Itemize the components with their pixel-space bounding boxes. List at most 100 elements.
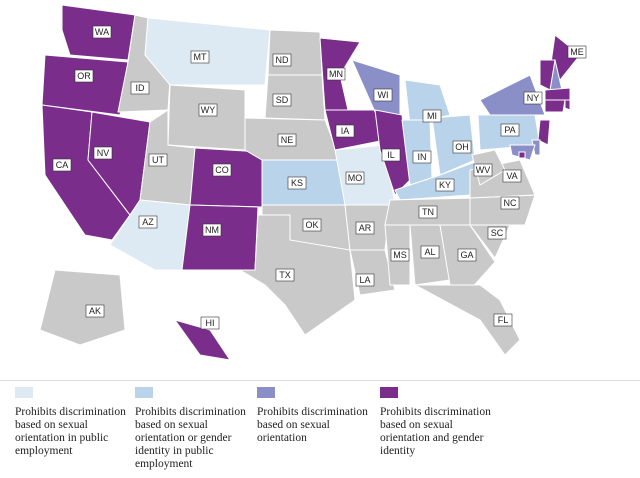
label-box (148, 153, 168, 167)
state-label: MO (345, 171, 365, 185)
label-box (589, 189, 607, 201)
legend-swatch (257, 387, 275, 398)
label-box (272, 93, 292, 107)
state-code: NM (205, 225, 219, 235)
state-label: DE (589, 205, 607, 217)
state-code: NH (529, 28, 542, 38)
state-code: MT (194, 52, 207, 62)
label-box (589, 174, 607, 186)
state-code: TX (279, 270, 291, 280)
state-shape (537, 119, 551, 146)
label-box (200, 316, 220, 330)
state-code: OK (305, 220, 318, 230)
state-label: OK (302, 218, 322, 232)
label-box (390, 248, 410, 262)
label-box (92, 25, 112, 39)
state-label: GA (457, 248, 477, 262)
state-label: NV (93, 146, 113, 160)
state-label: KY (435, 178, 455, 192)
state-label: VT (526, 43, 544, 55)
state-code: DC (592, 237, 605, 247)
state-code: FL (498, 315, 509, 325)
label-box (418, 205, 438, 219)
label-box (373, 88, 393, 102)
label-box (74, 69, 94, 83)
state-shape (518, 151, 526, 159)
state-code: AR (359, 223, 372, 233)
state-label: LA (355, 273, 375, 287)
state-code: NC (504, 198, 517, 208)
label-box (52, 158, 72, 172)
state-label: MA (589, 142, 607, 154)
state-shape (531, 139, 541, 156)
state-label: CA (52, 158, 72, 172)
label-box (589, 142, 607, 154)
state-label: NE (277, 133, 297, 147)
state-shape (173, 319, 232, 361)
state-code: AZ (142, 217, 154, 227)
state-shape (41, 54, 129, 116)
state-code: AL (424, 247, 435, 257)
legend-label: Prohibits discrimination based on sexual… (15, 406, 126, 457)
state-shape (544, 99, 566, 113)
state-code: WY (201, 105, 216, 115)
state-label: DC (589, 236, 607, 248)
legend-item: Prohibits discrimination based on sexual… (135, 387, 247, 471)
label-box (589, 236, 607, 248)
state-label: IA (335, 124, 355, 138)
state-code: NE (281, 135, 294, 145)
state-label: WY (198, 103, 218, 117)
state-label: TX (275, 268, 295, 282)
state-label: MN (326, 67, 346, 81)
state-code: RI (594, 159, 603, 169)
state-label: VA (502, 169, 522, 183)
label-box (526, 43, 544, 55)
state-label: AR (355, 221, 375, 235)
state-code: NY (527, 93, 540, 103)
label-box (473, 163, 493, 177)
label-box (326, 67, 346, 81)
state-label: ME (567, 45, 587, 59)
state-shape (238, 214, 356, 336)
label-box (567, 45, 587, 59)
state-shape (181, 204, 259, 271)
state-label: ID (130, 81, 150, 95)
state-code: PA (504, 125, 515, 135)
state-code: IA (341, 126, 350, 136)
state-label: CO (212, 163, 232, 177)
state-label: WV (473, 163, 493, 177)
label-box (277, 133, 297, 147)
state-label: MD (589, 221, 607, 233)
state-code: CT (592, 175, 604, 185)
label-box (523, 91, 543, 105)
state-code: DE (592, 206, 605, 216)
state-label: RI (589, 158, 607, 170)
state-code: VA (506, 171, 517, 181)
state-code: ME (570, 47, 584, 57)
state-code: OR (77, 71, 91, 81)
state-code: ND (276, 55, 289, 65)
legend-label: Prohibits discrimination based on sexual… (257, 406, 368, 444)
label-box (502, 169, 522, 183)
state-code: AK (89, 306, 101, 316)
state-shape (544, 87, 571, 101)
state-code: WV (476, 165, 491, 175)
state-label: OR (74, 69, 94, 83)
state-label: NH (526, 27, 544, 39)
legend: Prohibits discrimination based on sexual… (0, 380, 640, 478)
legend-item: Prohibits discrimination based on sexual… (257, 387, 369, 445)
state-label: NM (202, 223, 222, 237)
state-code: TN (422, 207, 434, 217)
label-box (526, 27, 544, 39)
state-label: WA (92, 25, 112, 39)
label-box (130, 81, 150, 95)
state-label: SC (487, 226, 507, 240)
label-box (493, 313, 513, 327)
state-code: VT (529, 44, 541, 54)
state-label: IL (381, 148, 401, 162)
label-box (212, 163, 232, 177)
label-box (420, 245, 440, 259)
state-code: MS (393, 250, 407, 260)
legend-swatch (15, 387, 33, 398)
